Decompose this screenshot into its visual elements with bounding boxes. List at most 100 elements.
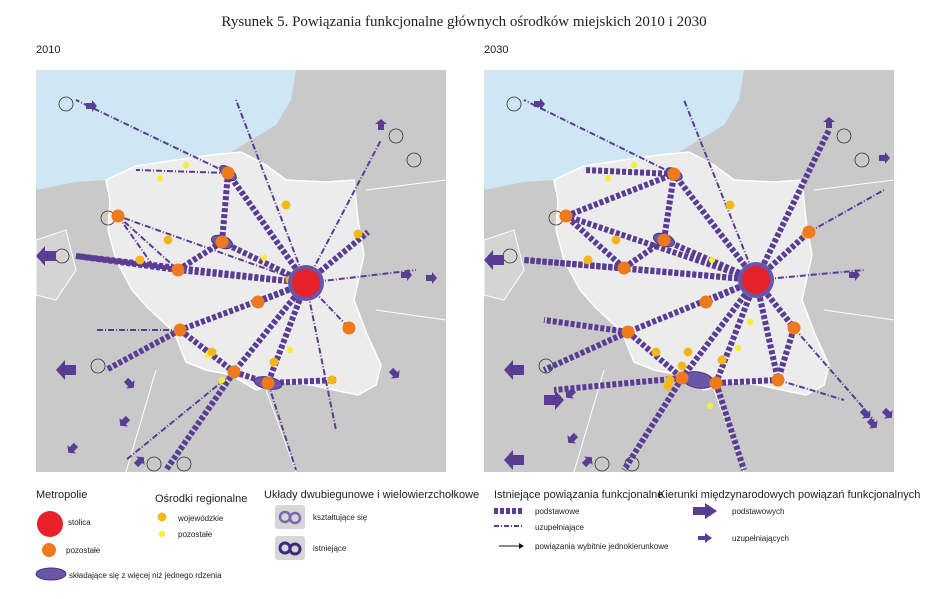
secondary-direction-arrow-icon (565, 387, 577, 399)
secondary-direction-arrow-icon (401, 269, 412, 281)
legend-regional-other-label: pozostałe (178, 530, 213, 539)
baltic-sea (484, 70, 744, 190)
secondary-direction-arrow-icon (426, 272, 437, 284)
legend-primary-direction-label: podstawowych (732, 507, 785, 516)
regional-centre (327, 375, 337, 385)
primary-link (583, 167, 675, 177)
secondary-direction-arrow-icon (823, 117, 835, 128)
legend-osrodki-heading: Ośrodki regionalne (155, 493, 248, 505)
legend-uklady-heading: Układy dwubiegunowe i wielowierzchołkowe (264, 489, 480, 501)
legend-primary-direction-arrow-icon (693, 503, 717, 519)
secondary-link (808, 189, 885, 233)
primary-link (225, 171, 309, 285)
regional-centre (708, 256, 716, 264)
primary-link (679, 278, 759, 380)
legend-primary-link-symbol (494, 508, 524, 514)
secondary-direction-arrow-icon (375, 119, 387, 130)
foreign-city (388, 128, 404, 144)
foreign-city (176, 456, 192, 472)
regional-centre (207, 347, 217, 357)
secondary-direction-arrow-icon (86, 100, 97, 112)
legend-oneway-link-symbol (499, 543, 524, 549)
figure-title: Rysunek 5. Powiązania funkcjonalne główn… (221, 14, 707, 30)
regional-centre (135, 255, 145, 265)
primary-direction-arrow-icon (544, 390, 564, 410)
regional-centre (725, 200, 735, 210)
legend-secondary-direction-arrow-icon (698, 533, 712, 543)
regional-centre (163, 235, 173, 245)
secondary-direction-arrow-icon (567, 432, 579, 444)
metropolis (171, 263, 185, 277)
legend-multicore-symbol (35, 567, 67, 581)
metropolis (221, 166, 235, 180)
primary-link (565, 213, 757, 283)
foreign-city (58, 96, 74, 112)
regional-centre (156, 174, 164, 182)
secondary-direction-arrow-icon (67, 442, 79, 454)
primary-link (267, 377, 337, 386)
primary-link (621, 376, 685, 472)
legend-metropolie-heading: Metropolie (36, 489, 88, 501)
secondary-link (777, 379, 845, 401)
secondary-link (125, 371, 235, 461)
secondary-direction-arrow-icon (388, 367, 400, 379)
regional-centre (630, 161, 638, 169)
legend-voivodeship-label: wojewódzkie (178, 514, 224, 523)
primary-link (542, 329, 630, 373)
metropolis (261, 376, 275, 390)
primary-link (176, 239, 224, 273)
regional-centre (583, 255, 593, 265)
legend-regional-other-symbol (158, 530, 166, 538)
regional-centre (182, 161, 190, 169)
metropolis (802, 225, 816, 239)
neighbour-border (36, 229, 77, 301)
foreign-city (594, 456, 610, 472)
foreign-city (836, 128, 852, 144)
secondary-link (117, 215, 179, 271)
map-year-2010: 2010 (36, 44, 61, 56)
regional-centre (734, 344, 742, 352)
foreign-city (90, 358, 106, 374)
metropolis (342, 321, 356, 335)
primary-link (715, 377, 779, 386)
metropolis (559, 209, 573, 223)
legend-voivodeship-symbol (157, 512, 167, 522)
metropolis (657, 233, 671, 247)
primary-link (753, 279, 781, 381)
secondary-direction-arrow-icon (879, 152, 890, 164)
legend-primary-link-label: podstawowe (535, 507, 580, 516)
legend-metropolis-other-symbol (42, 543, 56, 557)
primary-link (178, 327, 236, 375)
primary-link (219, 172, 231, 243)
secondary-link (523, 99, 675, 175)
regional-centre (281, 200, 291, 210)
map-year-2030: 2030 (484, 44, 509, 56)
regional-centre (706, 402, 714, 410)
regional-centre (611, 235, 621, 245)
secondary-direction-arrow-icon (859, 407, 871, 419)
primary-link (104, 327, 182, 373)
primary-direction-arrow-icon (36, 246, 56, 266)
metropolis (667, 167, 681, 181)
metropolis (215, 235, 229, 249)
legend-powiazania-heading: Istniejące powiązania funkcjonalne (494, 489, 664, 501)
primary-link (626, 277, 758, 335)
primary-link (713, 382, 747, 471)
regional-centre (604, 174, 612, 182)
regional-centre (717, 355, 727, 365)
primary-link (564, 171, 676, 219)
primary-link (753, 278, 797, 330)
regional-centre (260, 254, 268, 262)
secondary-direction-arrow-icon (534, 98, 545, 110)
primary-link (231, 281, 309, 374)
inlet-sea (96, 70, 136, 100)
metropolis (699, 295, 713, 309)
metropolis (675, 371, 689, 385)
legend-existing-system-label: istniejące (313, 544, 347, 553)
primary-link (753, 128, 832, 282)
regional-centre (663, 381, 673, 391)
metropolis (621, 325, 635, 339)
primary-direction-arrow-icon (56, 360, 76, 380)
primary-link (671, 172, 759, 282)
secondary-link (267, 382, 297, 471)
